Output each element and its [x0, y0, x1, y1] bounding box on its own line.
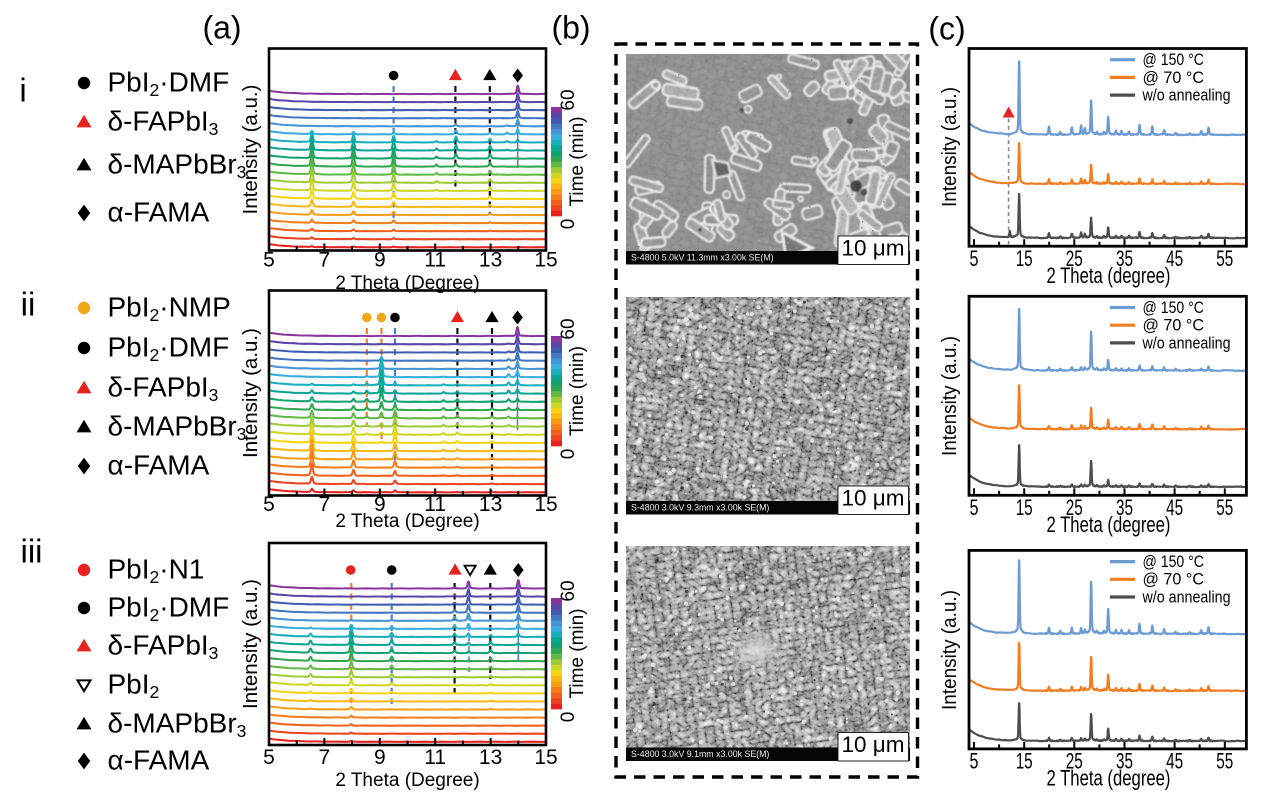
svg-text:Intensity (a.u.): Intensity (a.u.) — [239, 579, 262, 709]
svg-text:10 μm: 10 μm — [842, 732, 905, 757]
svg-text:35: 35 — [1116, 246, 1133, 271]
svg-text:α-FAMA: α-FAMA — [108, 197, 210, 228]
svg-text:PbI2·DMF: PbI2·DMF — [108, 332, 230, 365]
svg-text:11: 11 — [424, 493, 446, 516]
svg-text:10 μm: 10 μm — [842, 235, 905, 260]
svg-text:@ 150 °C: @ 150 °C — [1143, 299, 1205, 317]
svg-text:10 μm: 10 μm — [842, 485, 905, 510]
svg-text:δ-FAPbI3: δ-FAPbI3 — [108, 372, 219, 405]
svg-text:@ 150 °C: @ 150 °C — [1143, 553, 1205, 571]
svg-text:ii: ii — [21, 286, 36, 323]
svg-text:9: 9 — [374, 746, 386, 769]
svg-text:0: 0 — [558, 449, 579, 460]
svg-text:δ-FAPbI3: δ-FAPbI3 — [108, 630, 219, 663]
svg-text:15: 15 — [1016, 495, 1033, 520]
svg-text:45: 45 — [1166, 495, 1183, 520]
svg-text:2 Theta (Degree): 2 Theta (Degree) — [335, 511, 479, 532]
svg-text:S-4800 3.0kV 9.3mm x3.00k SE(M: S-4800 3.0kV 9.3mm x3.00k SE(M) — [631, 503, 769, 513]
svg-text:13: 13 — [479, 493, 502, 516]
svg-text:2 Theta (degree): 2 Theta (degree) — [1047, 512, 1171, 537]
svg-text:(a): (a) — [202, 9, 241, 45]
svg-text:55: 55 — [1216, 749, 1233, 774]
svg-text:15: 15 — [1016, 749, 1033, 774]
svg-text:5: 5 — [970, 495, 979, 520]
svg-text:7: 7 — [319, 493, 331, 516]
svg-text:45: 45 — [1166, 749, 1183, 774]
svg-text:60: 60 — [558, 318, 579, 339]
svg-text:9: 9 — [374, 249, 386, 272]
svg-text:S-4800 5.0kV 11.3mm x3.00k SE(: S-4800 5.0kV 11.3mm x3.00k SE(M) — [631, 253, 774, 263]
svg-text:15: 15 — [534, 746, 557, 769]
svg-text:2 Theta (degree): 2 Theta (degree) — [1047, 263, 1171, 288]
svg-text:9: 9 — [374, 493, 386, 516]
svg-text:2 Theta (Degree): 2 Theta (Degree) — [335, 273, 479, 294]
svg-text:5: 5 — [263, 746, 275, 769]
svg-text:Intensity (a.u.): Intensity (a.u.) — [239, 328, 262, 458]
svg-text:5: 5 — [970, 749, 979, 774]
svg-text:35: 35 — [1116, 495, 1133, 520]
svg-text:α-FAMA: α-FAMA — [108, 745, 210, 776]
svg-text:@ 150 °C: @ 150 °C — [1143, 51, 1205, 69]
svg-text:@ 70 °C: @ 70 °C — [1143, 317, 1205, 335]
svg-text:7: 7 — [319, 746, 331, 769]
svg-text:(b): (b) — [551, 9, 590, 45]
svg-text:Intensity (a.u.): Intensity (a.u.) — [939, 87, 961, 207]
svg-text:60: 60 — [558, 580, 579, 601]
svg-text:@ 70 °C: @ 70 °C — [1143, 69, 1205, 87]
svg-text:PbI2·NMP: PbI2·NMP — [108, 292, 231, 325]
svg-text:11: 11 — [424, 249, 446, 272]
svg-text:35: 35 — [1116, 749, 1133, 774]
svg-text:5: 5 — [970, 246, 979, 271]
svg-text:w/o annealing: w/o annealing — [1142, 334, 1231, 352]
svg-text:i: i — [19, 72, 26, 109]
svg-text:α-FAMA: α-FAMA — [108, 450, 210, 481]
svg-text:5: 5 — [263, 249, 275, 272]
svg-text:@ 70 °C: @ 70 °C — [1143, 571, 1205, 589]
svg-text:11: 11 — [424, 746, 446, 769]
svg-text:w/o annealing: w/o annealing — [1142, 588, 1231, 606]
svg-text:0: 0 — [558, 219, 579, 230]
svg-text:15: 15 — [1016, 246, 1033, 271]
svg-text:7: 7 — [319, 249, 331, 272]
svg-text:S-4800 3.0kV 9.1mm x3.00k SE(M: S-4800 3.0kV 9.1mm x3.00k SE(M) — [631, 749, 769, 759]
svg-text:15: 15 — [534, 249, 557, 272]
svg-text:25: 25 — [1066, 495, 1083, 520]
svg-text:Time (min): Time (min) — [567, 346, 588, 436]
svg-text:δ-MAPbBr3: δ-MAPbBr3 — [108, 708, 247, 741]
svg-text:2 Theta (Degree): 2 Theta (Degree) — [335, 770, 479, 791]
svg-text:60: 60 — [558, 89, 579, 110]
svg-text:iii: iii — [21, 533, 43, 570]
svg-text:13: 13 — [479, 746, 502, 769]
svg-text:δ-FAPbI3: δ-FAPbI3 — [108, 106, 219, 139]
svg-text:δ-MAPbBr3: δ-MAPbBr3 — [108, 149, 247, 182]
svg-text:PbI2·DMF: PbI2·DMF — [108, 592, 230, 625]
svg-text:55: 55 — [1216, 246, 1233, 271]
svg-text:PbI2: PbI2 — [108, 669, 160, 702]
svg-text:Intensity (a.u.): Intensity (a.u.) — [939, 336, 961, 456]
svg-text:PbI2·N1: PbI2·N1 — [108, 554, 205, 587]
svg-text:45: 45 — [1166, 246, 1183, 271]
svg-text:2 Theta (degree): 2 Theta (degree) — [1047, 766, 1171, 791]
svg-text:55: 55 — [1216, 495, 1233, 520]
svg-text:25: 25 — [1066, 246, 1083, 271]
svg-text:PbI2·DMF: PbI2·DMF — [108, 67, 230, 100]
svg-text:15: 15 — [534, 493, 557, 516]
svg-text:5: 5 — [263, 493, 275, 516]
svg-text:Time (min): Time (min) — [567, 116, 588, 206]
svg-text:δ-MAPbBr3: δ-MAPbBr3 — [108, 411, 247, 444]
svg-text:25: 25 — [1066, 749, 1083, 774]
svg-text:Intensity (a.u.): Intensity (a.u.) — [239, 85, 262, 215]
svg-text:(c): (c) — [928, 10, 965, 46]
svg-text:13: 13 — [479, 249, 502, 272]
svg-text:Intensity (a.u.): Intensity (a.u.) — [939, 590, 961, 710]
svg-text:Time (min): Time (min) — [567, 608, 588, 698]
svg-text:0: 0 — [558, 712, 579, 723]
svg-text:w/o annealing: w/o annealing — [1142, 86, 1231, 104]
